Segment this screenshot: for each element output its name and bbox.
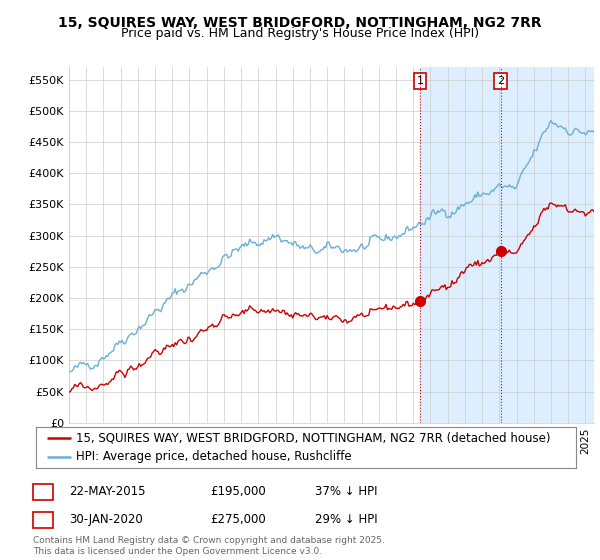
- Bar: [420, 67, 600, 423]
- Text: 2: 2: [497, 76, 504, 86]
- Text: 15, SQUIRES WAY, WEST BRIDGFORD, NOTTINGHAM, NG2 7RR (detached house): 15, SQUIRES WAY, WEST BRIDGFORD, NOTTING…: [77, 432, 551, 445]
- Text: £195,000: £195,000: [210, 485, 266, 498]
- Text: 15, SQUIRES WAY, WEST BRIDGFORD, NOTTINGHAM, NG2 7RR: 15, SQUIRES WAY, WEST BRIDGFORD, NOTTING…: [58, 16, 542, 30]
- Text: Contains HM Land Registry data © Crown copyright and database right 2025.
This d: Contains HM Land Registry data © Crown c…: [33, 536, 385, 556]
- Text: 2: 2: [40, 513, 47, 526]
- Text: Price paid vs. HM Land Registry's House Price Index (HPI): Price paid vs. HM Land Registry's House …: [121, 27, 479, 40]
- Text: HPI: Average price, detached house, Rushcliffe: HPI: Average price, detached house, Rush…: [77, 450, 352, 463]
- Text: 1: 1: [416, 76, 424, 86]
- Text: 29% ↓ HPI: 29% ↓ HPI: [315, 513, 377, 526]
- Text: 37% ↓ HPI: 37% ↓ HPI: [315, 485, 377, 498]
- Text: 30-JAN-2020: 30-JAN-2020: [69, 513, 143, 526]
- Text: 22-MAY-2015: 22-MAY-2015: [69, 485, 146, 498]
- Text: 1: 1: [40, 485, 47, 498]
- Text: £275,000: £275,000: [210, 513, 266, 526]
